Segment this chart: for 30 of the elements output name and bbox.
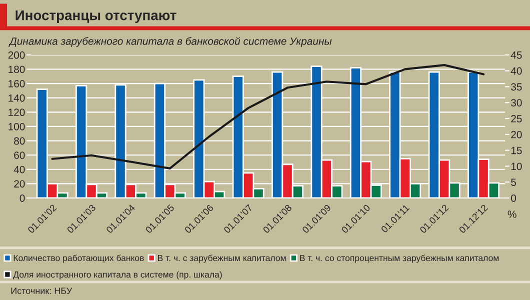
y-tick-label: 0 xyxy=(20,194,25,202)
chart-title: Иностранцы отступают xyxy=(16,10,176,23)
y-tick-label: 60 xyxy=(14,152,25,159)
y2-tick-label: 20 xyxy=(511,130,522,138)
y-tick-label: 120 xyxy=(8,108,25,116)
y2-tick-label: 25 xyxy=(511,115,522,122)
y-tick-label: 100 xyxy=(8,122,25,130)
y2-tick-label: 5 xyxy=(511,178,516,186)
y-tick-label: 140 xyxy=(8,94,25,102)
line-series xyxy=(51,64,485,170)
y-tick-label: 160 xyxy=(8,80,25,88)
y2-axis-title: % xyxy=(508,210,516,218)
legend-label: В т. ч. с зарубежным капиталом xyxy=(158,254,286,263)
y2-tick-label: 40 xyxy=(510,67,522,75)
y-tick-label: 200 xyxy=(8,51,25,59)
y2-tick-label: 0 xyxy=(511,194,516,202)
y-tick-label: 20 xyxy=(14,180,25,188)
y-tick-label: 40 xyxy=(14,166,25,174)
text: Источник: НБУ xyxy=(11,288,72,294)
legend-label: В т. ч. со стопроцентным зарубежным капиталом xyxy=(300,254,499,263)
y-tick-label: 80 xyxy=(14,137,25,145)
legend-label: Количество работающих банков xyxy=(14,254,144,263)
y2-tick-label: 45 xyxy=(510,52,522,59)
y2-tick-label: 35 xyxy=(511,83,522,91)
chart-subtitle: Динамика зарубежного капитала в банковской системе Украины xyxy=(8,37,332,47)
y2-tick-label: 15 xyxy=(511,146,522,154)
legend-label: Доля иностранного капитала в системе (пр. шкала) xyxy=(13,271,222,280)
y-tick-label: 180 xyxy=(8,66,25,74)
y2-tick-label: 10 xyxy=(511,162,522,170)
y2-tick-label: 30 xyxy=(511,99,522,106)
